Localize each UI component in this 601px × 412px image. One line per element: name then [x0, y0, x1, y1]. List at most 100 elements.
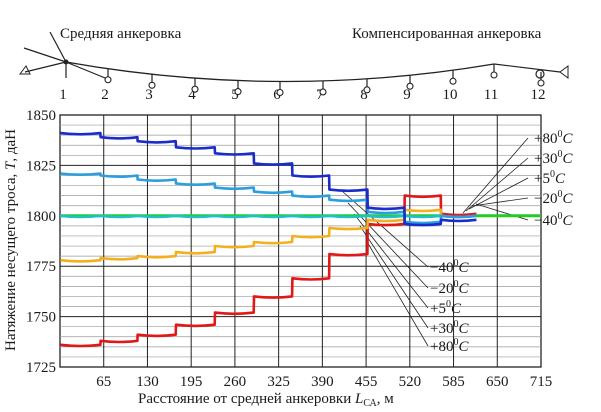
support-number: 4	[188, 87, 196, 103]
callout-line-bottom	[365, 239, 429, 347]
support-insulator-icon	[148, 81, 156, 89]
temp-unit: C	[458, 321, 469, 337]
support-number: 5	[231, 87, 239, 103]
x-tick-label: 325	[267, 374, 290, 390]
support-insulator-icon	[537, 79, 545, 87]
span-scheme: Средняя анкеровка Компенсированная анкер…	[19, 26, 569, 103]
middle-anchor-brace-4	[65, 61, 111, 81]
temp-value: +5	[534, 171, 550, 187]
support-number: 9	[403, 87, 411, 103]
callout-line-bottom	[353, 213, 429, 309]
x-axis-label: Расстояние от средней анкеровки LСА, м	[138, 391, 394, 409]
temp-degree: 0	[453, 258, 458, 269]
temp-value: +80	[430, 339, 453, 355]
support-number: 8	[360, 87, 368, 103]
x-tick-label: 650	[486, 374, 509, 390]
temp-value: +30	[534, 151, 557, 167]
y-tick-label: 1825	[26, 158, 56, 174]
series-line	[60, 194, 477, 348]
temp-unit: C	[458, 281, 469, 297]
temp-unit: C	[562, 191, 573, 207]
y-axis-label: Натяжение несущего троса, T, даН	[3, 129, 19, 351]
catenary-wire	[65, 61, 495, 83]
y-axis-label-main: Натяжение несущего троса,	[3, 170, 19, 351]
support-insulator-icon	[363, 86, 371, 94]
callout-line-top	[471, 197, 529, 207]
callout-line-bottom	[341, 190, 429, 268]
temp-value: −40	[430, 260, 453, 276]
temp-value: −20	[534, 191, 557, 207]
x-axis-label-main: Расстояние от средней анкеровки	[138, 391, 355, 407]
y-tick-label: 1800	[26, 209, 56, 225]
x-tick-label: 195	[180, 374, 203, 390]
callout-line-bottom	[359, 225, 429, 329]
temp-value: +30	[430, 321, 453, 337]
x-tick-label: 715	[530, 374, 553, 390]
series-layer	[60, 131, 477, 348]
x-axis-label-symbol: L	[354, 391, 363, 407]
middle-anchor-label: Средняя анкеровка	[60, 26, 182, 42]
support-insulator-icon	[449, 77, 457, 85]
support-number: 7	[316, 87, 324, 103]
temp-unit: C	[458, 339, 469, 355]
series-line	[60, 131, 477, 227]
temp-degree: 0	[557, 211, 562, 222]
temp-degree: 0	[557, 189, 562, 200]
support-insulator-icon	[490, 71, 498, 79]
middle-anchor-brace-2	[24, 61, 67, 73]
x-tick-label: 130	[136, 374, 159, 390]
support-number: 1	[59, 87, 67, 103]
support-number: 2	[101, 87, 109, 103]
middle-anchor-brace-3	[49, 31, 67, 63]
temp-label-top: −400C	[534, 211, 573, 229]
support-insulator-icon	[406, 82, 414, 90]
x-tick-label: 390	[311, 374, 334, 390]
x-tick-label: 455	[355, 374, 378, 390]
plot-frame	[59, 114, 542, 368]
supports-group: 1 2 3 4 5 6 7 8 9 10 11 12	[59, 64, 546, 103]
temp-label-bottom: +800C	[430, 337, 469, 355]
grid-minor	[60, 124, 541, 358]
temp-value: −40	[534, 213, 557, 229]
support-number: 11	[484, 87, 498, 103]
legend-bottom: −400C−200C+50C+300C+800C	[430, 258, 469, 355]
support-number: 3	[145, 87, 153, 103]
temp-unit: C	[451, 301, 462, 317]
temp-degree: 0	[557, 149, 562, 160]
temp-label-bottom: −400C	[430, 258, 469, 276]
x-axis-label-unit: , м	[377, 391, 395, 407]
plot-area: 1725 1750 1775 1800 1825 1850 65 130 195 260 325 3…	[26, 108, 552, 390]
temp-value: +5	[430, 301, 446, 317]
callout-line-top	[465, 157, 529, 212]
x-axis-label-sub: СА	[363, 398, 377, 409]
temp-unit: C	[562, 213, 573, 229]
temp-degree: 0	[453, 319, 458, 330]
temp-unit: C	[562, 151, 573, 167]
x-tick-label: 260	[224, 374, 247, 390]
temp-degree: 0	[550, 169, 555, 180]
temp-unit: C	[562, 131, 573, 147]
support-number: 12	[531, 87, 546, 103]
y-tick-label: 1725	[26, 360, 56, 376]
y-axis-label-symbol: T	[3, 160, 19, 170]
y-tick-label: 1750	[26, 310, 56, 326]
support-insulator-icon	[104, 76, 112, 84]
legend-top: +800C+300C+50C−200C−400C	[534, 129, 573, 229]
x-tick-labels: 65 130 195 260 325 390 455 520 585 650 715	[96, 374, 552, 390]
temp-unit: C	[458, 260, 469, 276]
y-tick-label: 1775	[26, 259, 56, 275]
temp-degree: 0	[557, 129, 562, 140]
temp-degree: 0	[453, 337, 458, 348]
temp-label-top: +800C	[534, 129, 573, 147]
compensator-weight-icon	[535, 69, 545, 79]
support-number: 6	[273, 87, 281, 103]
temp-degree: 0	[446, 299, 451, 310]
temp-label-top: +50C	[534, 169, 566, 187]
support-insulator-icon	[319, 88, 327, 96]
temp-label-bottom: +300C	[430, 319, 469, 337]
compensated-anchor-wire	[493, 63, 561, 73]
right-arrow-icon	[559, 65, 569, 79]
left-arrow-icon	[19, 65, 31, 75]
temp-label-bottom: −200C	[430, 279, 469, 297]
